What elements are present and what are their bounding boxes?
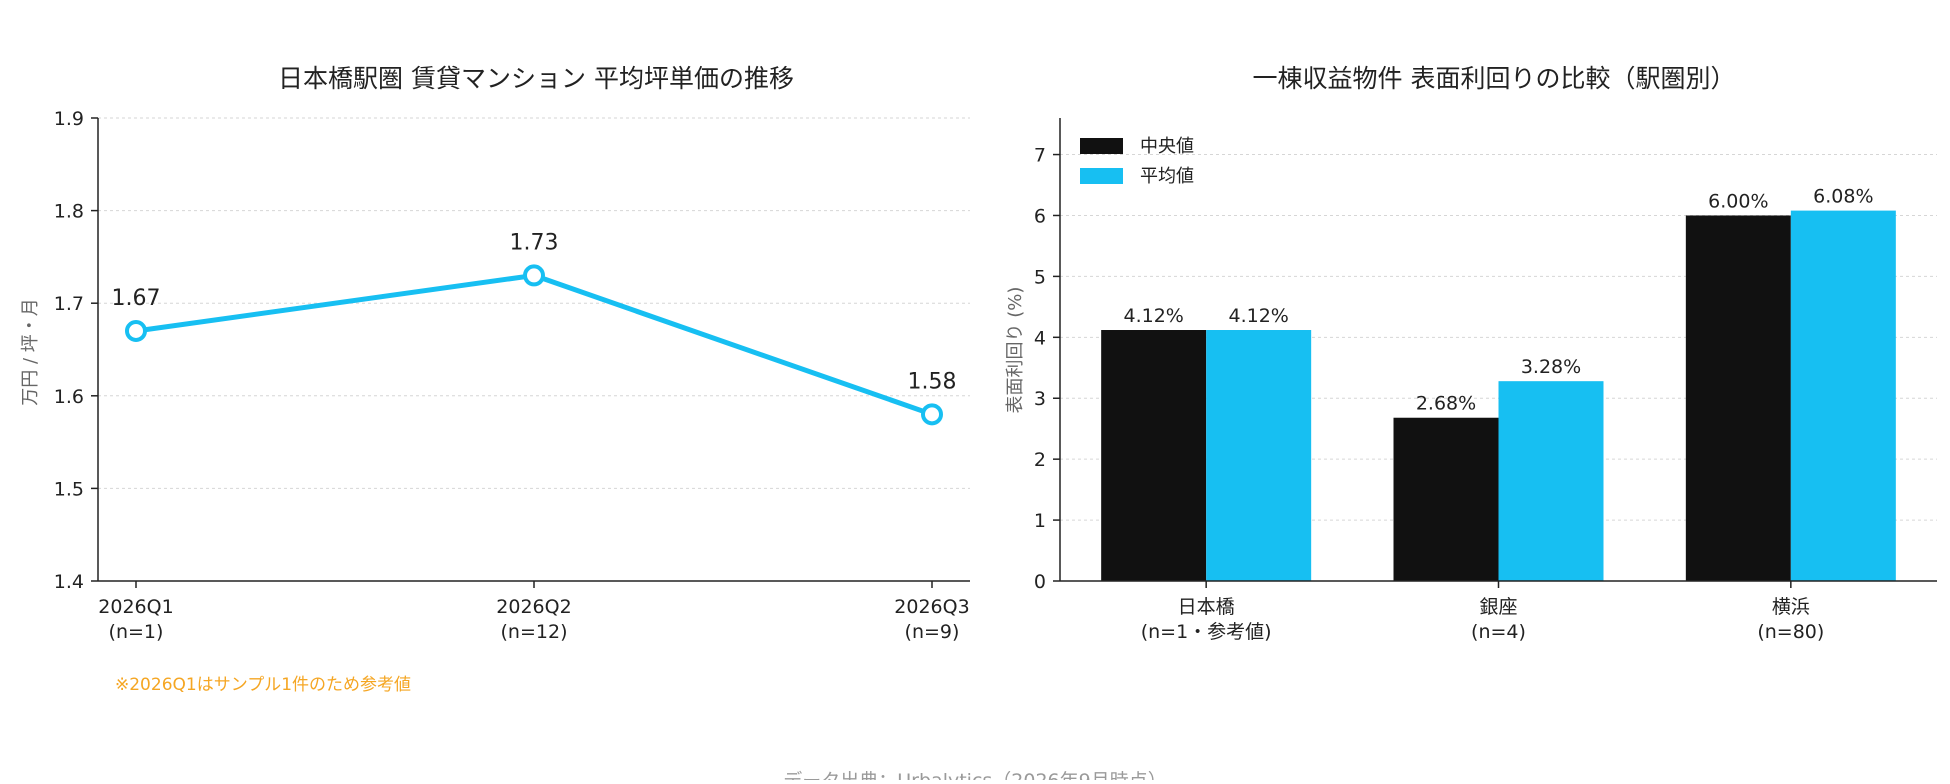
y-tick-label: 1.7 <box>54 293 84 315</box>
y-tick-label: 4 <box>1034 327 1046 349</box>
series-line <box>135 272 933 417</box>
x-tick-label: 2026Q1 <box>98 596 173 618</box>
bar-chart-x-ticks: 日本橋 (n=1・参考値) 銀座 (n=4) 横浜 (n=80) <box>1141 581 1824 643</box>
bar-median <box>1393 417 1499 581</box>
x-tick-sublabel: (n=4) <box>1471 621 1526 643</box>
y-tick-label: 1 <box>1034 510 1046 532</box>
bar-label-mean: 6.08% <box>1813 186 1873 208</box>
x-tick-sublabel: (n=1・参考値) <box>1141 621 1272 643</box>
legend-label-median: 中央値 <box>1140 136 1194 157</box>
y-tick-label: 2 <box>1034 449 1046 471</box>
y-tick-label: 1.5 <box>54 478 84 500</box>
bar-mean <box>1206 330 1312 581</box>
bar-label-median: 4.12% <box>1123 305 1183 327</box>
bar-median <box>1101 330 1207 581</box>
bar-mean <box>1498 381 1604 581</box>
bar-chart-y-axis-label: 表面利回り (%) <box>1005 287 1026 414</box>
bar-label-median: 2.68% <box>1416 393 1476 415</box>
data-point <box>921 403 943 426</box>
bar-chart-title: 一棟収益物件 表面利回りの比較（駅圏別） <box>1253 64 1736 93</box>
y-tick-label: 7 <box>1034 145 1046 167</box>
bar-median <box>1685 215 1791 581</box>
line-chart-grid <box>98 117 970 489</box>
y-tick-label: 1.8 <box>54 201 84 223</box>
line-chart: 日本橋駅圏 賃貸マンション 平均坪単価の推移 1.41.51.61.71.81.… <box>20 64 970 695</box>
legend-swatch-mean <box>1080 168 1123 184</box>
x-tick-label: 横浜 <box>1772 596 1810 618</box>
bar-label-mean: 3.28% <box>1521 356 1581 378</box>
data-point <box>125 319 147 342</box>
bar-chart-bars: 4.12% 2.68% 6.00% 4.12% 3.28% 6.08% <box>1101 186 1896 581</box>
y-tick-label: 5 <box>1034 266 1046 288</box>
bar-label-median: 6.00% <box>1708 190 1768 212</box>
data-point <box>523 264 545 287</box>
y-tick-label: 3 <box>1034 388 1046 410</box>
line-chart-y-axis-label: 万円 / 坪・月 <box>20 298 41 406</box>
y-tick-label: 1.9 <box>54 108 84 130</box>
bar-chart-y-ticks: 0 1 2 3 4 5 6 7 <box>1034 145 1060 593</box>
legend-label-mean: 平均値 <box>1140 166 1194 187</box>
line-chart-note: ※2026Q1はサンプル1件のため参考値 <box>115 675 411 695</box>
line-chart-series: 1.67 1.73 1.58 <box>112 230 957 426</box>
x-tick-label: 日本橋 <box>1178 596 1235 618</box>
x-tick-label: 2026Q3 <box>894 596 969 618</box>
line-chart-y-ticks: 1.4 1.5 1.6 1.7 1.8 1.9 <box>54 108 98 593</box>
data-label: 1.58 <box>908 369 957 394</box>
x-tick-sublabel: (n=1) <box>109 621 164 643</box>
line-chart-title: 日本橋駅圏 賃貸マンション 平均坪単価の推移 <box>278 64 794 93</box>
bar-label-mean: 4.12% <box>1228 305 1288 327</box>
bar-chart-legend: 中央値 平均値 <box>1080 136 1194 187</box>
y-tick-label: 0 <box>1034 571 1046 593</box>
data-source-caption: データ出典：Urbalytics（2026年9月時点） <box>783 770 1166 780</box>
y-tick-label: 1.4 <box>54 571 84 593</box>
data-label: 1.67 <box>112 286 161 311</box>
y-tick-label: 1.6 <box>54 386 84 408</box>
x-tick-sublabel: (n=9) <box>905 621 960 643</box>
x-tick-label: 銀座 <box>1479 596 1517 618</box>
y-tick-label: 6 <box>1034 205 1046 227</box>
x-tick-label: 2026Q2 <box>496 596 571 618</box>
legend-swatch-median <box>1080 138 1123 154</box>
x-tick-sublabel: (n=12) <box>501 621 568 643</box>
bar-mean <box>1790 210 1896 581</box>
line-chart-x-ticks: 2026Q1 (n=1) 2026Q2 (n=12) 2026Q3 (n=9) <box>98 581 970 643</box>
x-tick-sublabel: (n=80) <box>1757 621 1824 643</box>
data-label: 1.73 <box>510 230 559 255</box>
